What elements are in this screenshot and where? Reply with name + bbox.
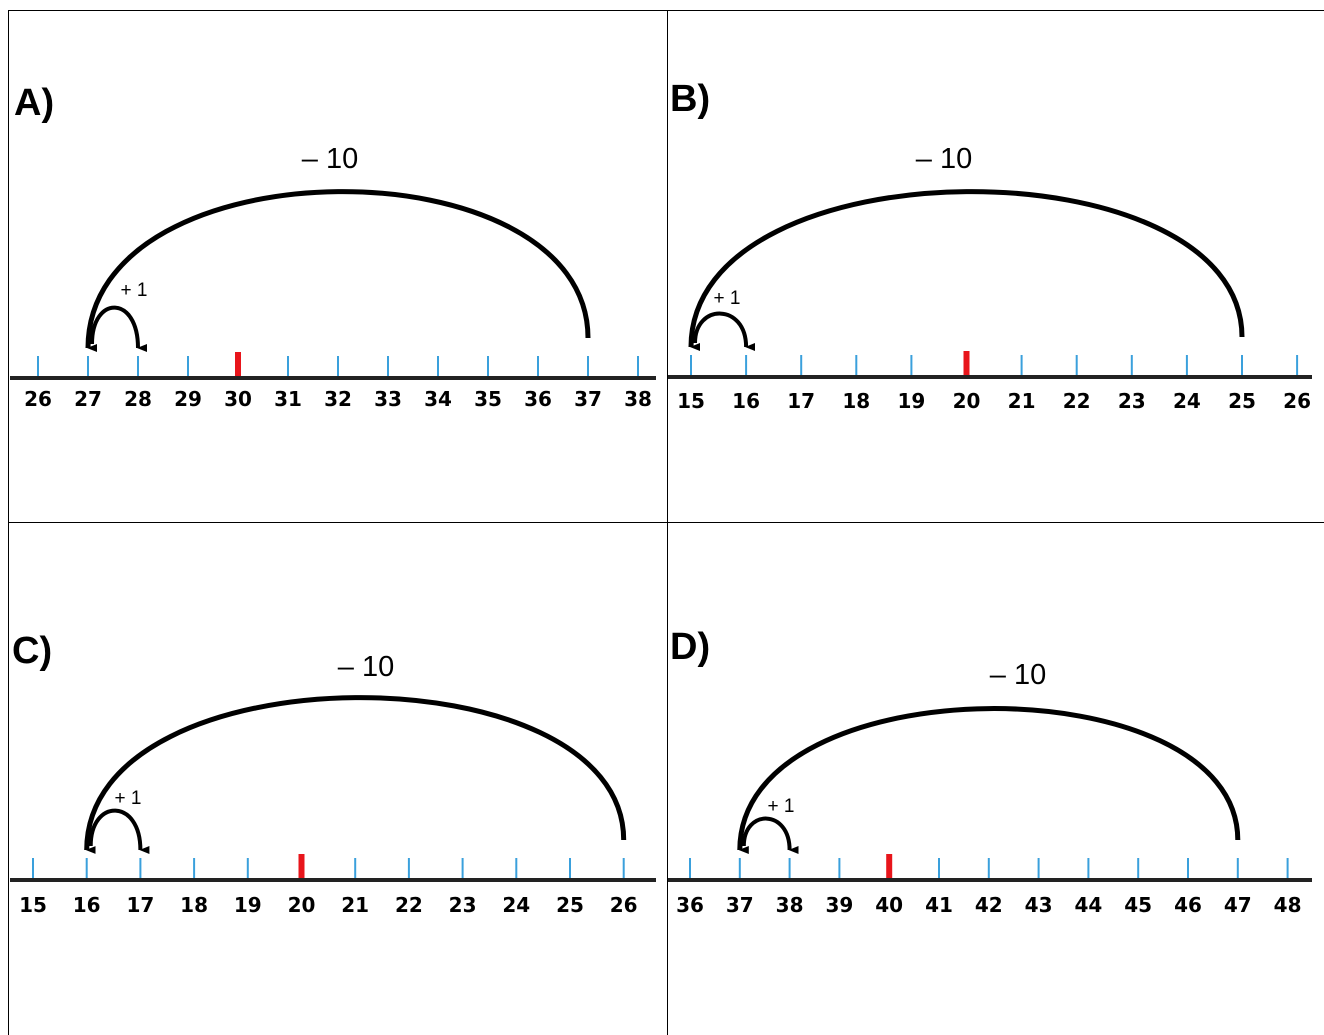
tick-label: 44 (1074, 893, 1102, 917)
number-line-a: 26 27 28 29 30 31 32 33 34 35 36 37 38 – 10 + 1 (10, 143, 656, 411)
tick-label: 37 (726, 893, 754, 917)
tick-label: 22 (395, 893, 423, 917)
tick-label: 24 (502, 893, 530, 917)
tick-label: 20 (953, 389, 981, 413)
tick-label: 39 (825, 893, 853, 917)
tick-label: 38 (624, 387, 652, 411)
tick-label: 22 (1063, 389, 1091, 413)
tick-label: 15 (19, 893, 47, 917)
panel-d[interactable] (667, 522, 1324, 1035)
tick-label: 15 (677, 389, 705, 413)
tick-label: 32 (324, 387, 352, 411)
minus-ten-label: – 10 (338, 651, 394, 683)
tick-label: 21 (341, 893, 369, 917)
tick-label: 26 (24, 387, 52, 411)
minus-ten-label: – 10 (302, 143, 358, 175)
number-line-d: 36 37 38 39 40 41 42 43 44 45 46 47 48 – 10 + 1 (668, 659, 1312, 917)
tick-label: 27 (74, 387, 102, 411)
minus-ten-label: – 10 (990, 659, 1046, 691)
minus-ten-arrow (84, 695, 627, 855)
tick-label: 21 (1008, 389, 1036, 413)
minus-ten-arrow (688, 189, 1245, 352)
tick-label: 19 (234, 893, 262, 917)
minus-ten-arrow (85, 189, 591, 353)
tick-label: 34 (424, 387, 452, 411)
tick-label: 43 (1025, 893, 1053, 917)
tick-label: 36 (676, 893, 704, 917)
tick-label: 35 (474, 387, 502, 411)
tick-label: 26 (610, 893, 638, 917)
tick-label: 18 (180, 893, 208, 917)
tick-label: 16 (732, 389, 760, 413)
plus-one-arrow (693, 311, 756, 351)
minus-ten-label: – 10 (916, 143, 972, 175)
tick-label: 16 (73, 893, 101, 917)
tick-label: 33 (374, 387, 402, 411)
tick-label: 23 (1118, 389, 1146, 413)
panel-c[interactable] (8, 522, 668, 1035)
tick-label: 26 (1283, 389, 1311, 413)
panel-a-label: A) (14, 82, 55, 124)
tick-label: 25 (556, 893, 584, 917)
number-line-b: 15 16 17 18 19 20 21 22 23 24 25 26 – 10 + 1 (668, 143, 1312, 413)
panel-d-label: D) (670, 626, 711, 668)
tick-label: 37 (574, 387, 602, 411)
panel-b-label: B) (670, 78, 711, 120)
tick-label: 40 (875, 893, 903, 917)
tick-label: 19 (897, 389, 925, 413)
panel-c-label: C) (12, 630, 53, 672)
plus-one-arrow (741, 816, 799, 854)
tick-label: 17 (787, 389, 815, 413)
tick-label: 31 (274, 387, 302, 411)
plus-one-arrow (90, 305, 148, 352)
tick-label: 25 (1228, 389, 1256, 413)
minus-ten-arrow (737, 706, 1241, 855)
tick-label: 17 (126, 893, 154, 917)
tick-label: 28 (124, 387, 152, 411)
tick-label: 20 (288, 893, 316, 917)
tick-label: 45 (1124, 893, 1152, 917)
tick-label: 47 (1224, 893, 1252, 917)
tick-label: 46 (1174, 893, 1202, 917)
tick-label: 29 (174, 387, 202, 411)
tick-label: 30 (224, 387, 252, 411)
plus-one-arrow (88, 808, 150, 854)
plus-one-label: + 1 (115, 788, 142, 809)
tick-label: 38 (776, 893, 804, 917)
tick-label: 48 (1274, 893, 1302, 917)
plus-one-label: + 1 (121, 280, 148, 301)
tick-label: 18 (842, 389, 870, 413)
tick-label: 24 (1173, 389, 1201, 413)
tick-label: 41 (925, 893, 953, 917)
plus-one-label: + 1 (714, 288, 741, 309)
number-line-c: 15 16 17 18 19 20 21 22 23 24 25 26 – 10 + 1 (10, 651, 656, 917)
tick-label: 23 (449, 893, 477, 917)
plus-one-label: + 1 (768, 796, 795, 817)
tick-label: 36 (524, 387, 552, 411)
tick-label: 42 (975, 893, 1003, 917)
